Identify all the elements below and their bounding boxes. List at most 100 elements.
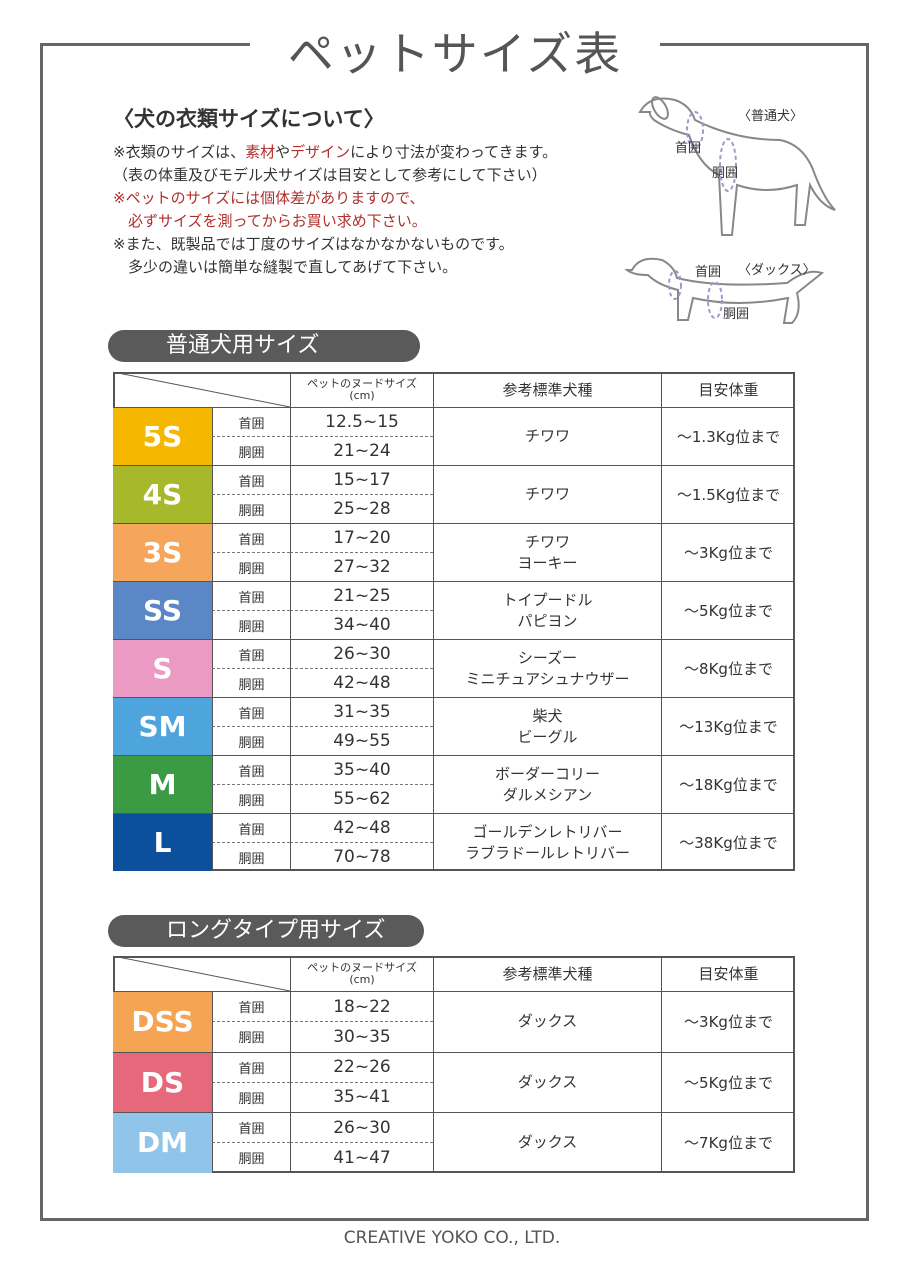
intro-line: 必ずサイズを測ってからお買い求め下さい。	[113, 212, 427, 230]
breed: ダックス	[517, 1072, 578, 1091]
part-label: 首囲	[212, 523, 290, 552]
neck-size: 26~30	[290, 1112, 433, 1143]
size-cell: 3S	[113, 523, 212, 581]
breed-cell: シーズー ミニチュアシュナウザー	[433, 639, 661, 697]
text: により寸法が変わってきます。	[350, 143, 558, 161]
text: デザイン	[290, 143, 351, 161]
part-label: 首囲	[212, 465, 290, 494]
breed: ダックス	[517, 1133, 578, 1152]
breed-cell: チワワ	[433, 407, 661, 465]
part-label: 胴囲	[212, 610, 290, 639]
weight-cell: ～3Kg位まで	[661, 523, 795, 581]
intro-line: ※ペットのサイズには個体差がありますので、	[113, 189, 425, 207]
neck-size: 31~35	[290, 697, 433, 726]
header-cell: 参考標準犬種	[433, 372, 661, 407]
part-label: 胴囲	[212, 1142, 290, 1173]
diagram-label: 首囲	[675, 141, 701, 156]
size-cell: SS	[113, 581, 212, 639]
body-size: 42~48	[290, 668, 433, 697]
body-size: 35~41	[290, 1081, 433, 1112]
neck-size: 42~48	[290, 813, 433, 842]
intro-line: （表の体重及びモデル犬サイズは目安として参考にして下さい）	[113, 166, 547, 184]
size-cell: 4S	[113, 465, 212, 523]
neck-size: 26~30	[290, 639, 433, 668]
breed: ダルメシアン	[502, 785, 593, 804]
intro-line: ※また、既製品では丁度のサイズはなかなかないものです。	[113, 235, 514, 253]
header-cell: 参考標準犬種	[433, 956, 661, 991]
size-cell: L	[113, 813, 212, 871]
page-title: ペットサイズ表	[250, 18, 660, 84]
size-cell: S	[113, 639, 212, 697]
part-label: 胴囲	[212, 1021, 290, 1052]
part-label: 胴囲	[212, 842, 290, 871]
body-size: 30~35	[290, 1021, 433, 1052]
part-label: 首囲	[212, 697, 290, 726]
neck-size: 35~40	[290, 755, 433, 784]
part-label: 胴囲	[212, 552, 290, 581]
intro-line: ※衣類のサイズは、素材やデザインにより寸法が変わってきます。	[113, 141, 557, 164]
part-label: 胴囲	[212, 436, 290, 465]
size-cell: M	[113, 755, 212, 813]
part-label: 首囲	[212, 407, 290, 436]
diagram-label: 首囲	[695, 265, 721, 280]
breed: ダックス	[517, 1012, 578, 1031]
weight-cell: ～8Kg位まで	[661, 639, 795, 697]
header-diagonal	[113, 956, 290, 991]
part-label: 胴囲	[212, 494, 290, 523]
text: 素材	[245, 143, 276, 161]
diagram-label: 〈ダックス〉	[738, 263, 816, 278]
header-cell: 目安体重	[661, 956, 795, 991]
part-label: 胴囲	[212, 1081, 290, 1112]
header-diagonal	[113, 372, 290, 407]
weight-cell: ～13Kg位まで	[661, 697, 795, 755]
footer: CREATIVE YOKO CO., LTD.	[343, 1228, 561, 1248]
text: や	[275, 143, 291, 161]
breed: 柴犬	[532, 706, 563, 725]
breed-cell: トイプードル パピヨン	[433, 581, 661, 639]
weight-cell: ～38Kg位まで	[661, 813, 795, 871]
breed: ビーグル	[517, 727, 578, 746]
size-cell: DM	[113, 1112, 212, 1173]
breed-cell: ボーダーコリー ダルメシアン	[433, 755, 661, 813]
breed-cell: チワワ	[433, 465, 661, 523]
body-size: 21~24	[290, 436, 433, 465]
breed: ボーダーコリー	[494, 764, 600, 783]
breed-cell: ダックス	[433, 1051, 661, 1112]
header-cell: 目安体重	[661, 372, 795, 407]
neck-size: 15~17	[290, 465, 433, 494]
breed: ゴールデンレトリバー	[472, 822, 623, 841]
text: ※衣類のサイズは、	[113, 143, 246, 161]
breed: ラブラドールレトリバー	[464, 843, 630, 862]
diagram-label: 〈普通犬〉	[738, 109, 803, 124]
part-label: 首囲	[212, 1051, 290, 1082]
neck-size: 12.5~15	[290, 407, 433, 436]
breed-cell: ゴールデンレトリバー ラブラドールレトリバー	[433, 813, 661, 871]
part-label: 胴囲	[212, 668, 290, 697]
size-cell: SM	[113, 697, 212, 755]
body-size: 34~40	[290, 610, 433, 639]
header-text: (cm)	[349, 972, 375, 986]
breed: トイプードル	[502, 590, 593, 609]
size-cell: DS	[113, 1051, 212, 1112]
weight-cell: ～7Kg位まで	[661, 1112, 795, 1173]
breed: ミニチュアシュナウザー	[465, 669, 630, 688]
breed: パピヨン	[517, 611, 578, 630]
part-label: 首囲	[212, 581, 290, 610]
neck-size: 18~22	[290, 991, 433, 1022]
breed-cell: 柴犬 ビーグル	[433, 697, 661, 755]
body-size: 27~32	[290, 552, 433, 581]
intro-heading: 〈犬の衣類サイズについて〉	[113, 107, 385, 131]
body-size: 49~55	[290, 726, 433, 755]
part-label: 首囲	[212, 1112, 290, 1143]
breed: ヨーキー	[517, 553, 578, 572]
weight-cell: ～1.5Kg位まで	[661, 465, 795, 523]
size-cell: DSS	[113, 991, 212, 1052]
header-text: ペットのヌードサイズ	[307, 960, 417, 974]
size-cell: 5S	[113, 407, 212, 465]
part-label: 胴囲	[212, 726, 290, 755]
part-label: 首囲	[212, 639, 290, 668]
weight-cell: ～5Kg位まで	[661, 1051, 795, 1112]
breed: チワワ	[524, 485, 570, 503]
body-size: 41~47	[290, 1142, 433, 1173]
